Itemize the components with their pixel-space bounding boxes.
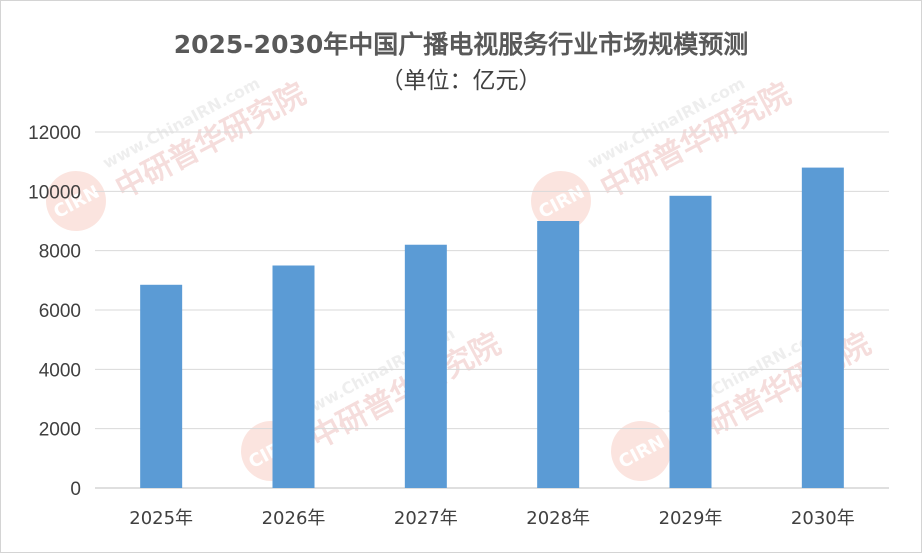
y-tick-label: 8000 xyxy=(39,242,81,263)
bar xyxy=(801,167,844,488)
bar xyxy=(537,221,580,488)
bar xyxy=(669,195,712,489)
y-tick-label: 0 xyxy=(70,479,81,500)
x-tick-label: 2029年 xyxy=(659,508,723,529)
x-tick-label: 2028年 xyxy=(526,508,590,529)
y-tick-label: 6000 xyxy=(39,301,81,322)
y-tick-label: 12000 xyxy=(28,123,81,144)
y-tick-label: 4000 xyxy=(39,360,81,381)
watermark-badge-icon xyxy=(46,171,106,231)
bar xyxy=(140,284,183,488)
y-tick-label: 10000 xyxy=(28,182,81,203)
bar xyxy=(404,244,447,488)
chart-title: 2025-2030年中国广播电视服务行业市场规模预测 xyxy=(174,30,749,59)
gridlines xyxy=(95,131,889,489)
y-axis-ticks: 0 2000 4000 6000 8000 10000 12000 xyxy=(28,123,81,500)
x-axis-ticks: 2025年 2026年 2027年 2028年 2029年 2030年 xyxy=(129,508,854,529)
bar xyxy=(272,265,315,488)
watermark-badge-icon xyxy=(531,171,591,231)
x-tick-label: 2025年 xyxy=(129,508,193,529)
x-tick-label: 2030年 xyxy=(791,508,855,529)
y-tick-label: 2000 xyxy=(39,420,81,441)
x-tick-label: 2027年 xyxy=(394,508,458,529)
chart-subtitle: （单位：亿元） xyxy=(381,68,542,94)
bars xyxy=(140,167,844,489)
watermark-badge-icon xyxy=(611,421,671,481)
x-tick-label: 2026年 xyxy=(262,508,326,529)
